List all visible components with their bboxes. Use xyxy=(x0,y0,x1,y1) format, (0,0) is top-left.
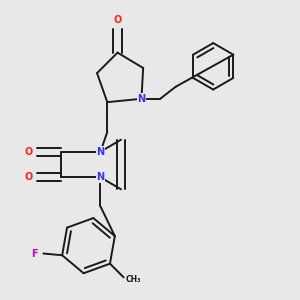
Text: F: F xyxy=(32,248,38,259)
Text: N: N xyxy=(96,172,104,182)
Text: CH₃: CH₃ xyxy=(125,274,141,284)
Text: N: N xyxy=(137,94,146,104)
Text: N: N xyxy=(96,147,104,157)
Text: O: O xyxy=(25,172,33,182)
Text: O: O xyxy=(113,15,122,25)
Text: O: O xyxy=(25,147,33,157)
